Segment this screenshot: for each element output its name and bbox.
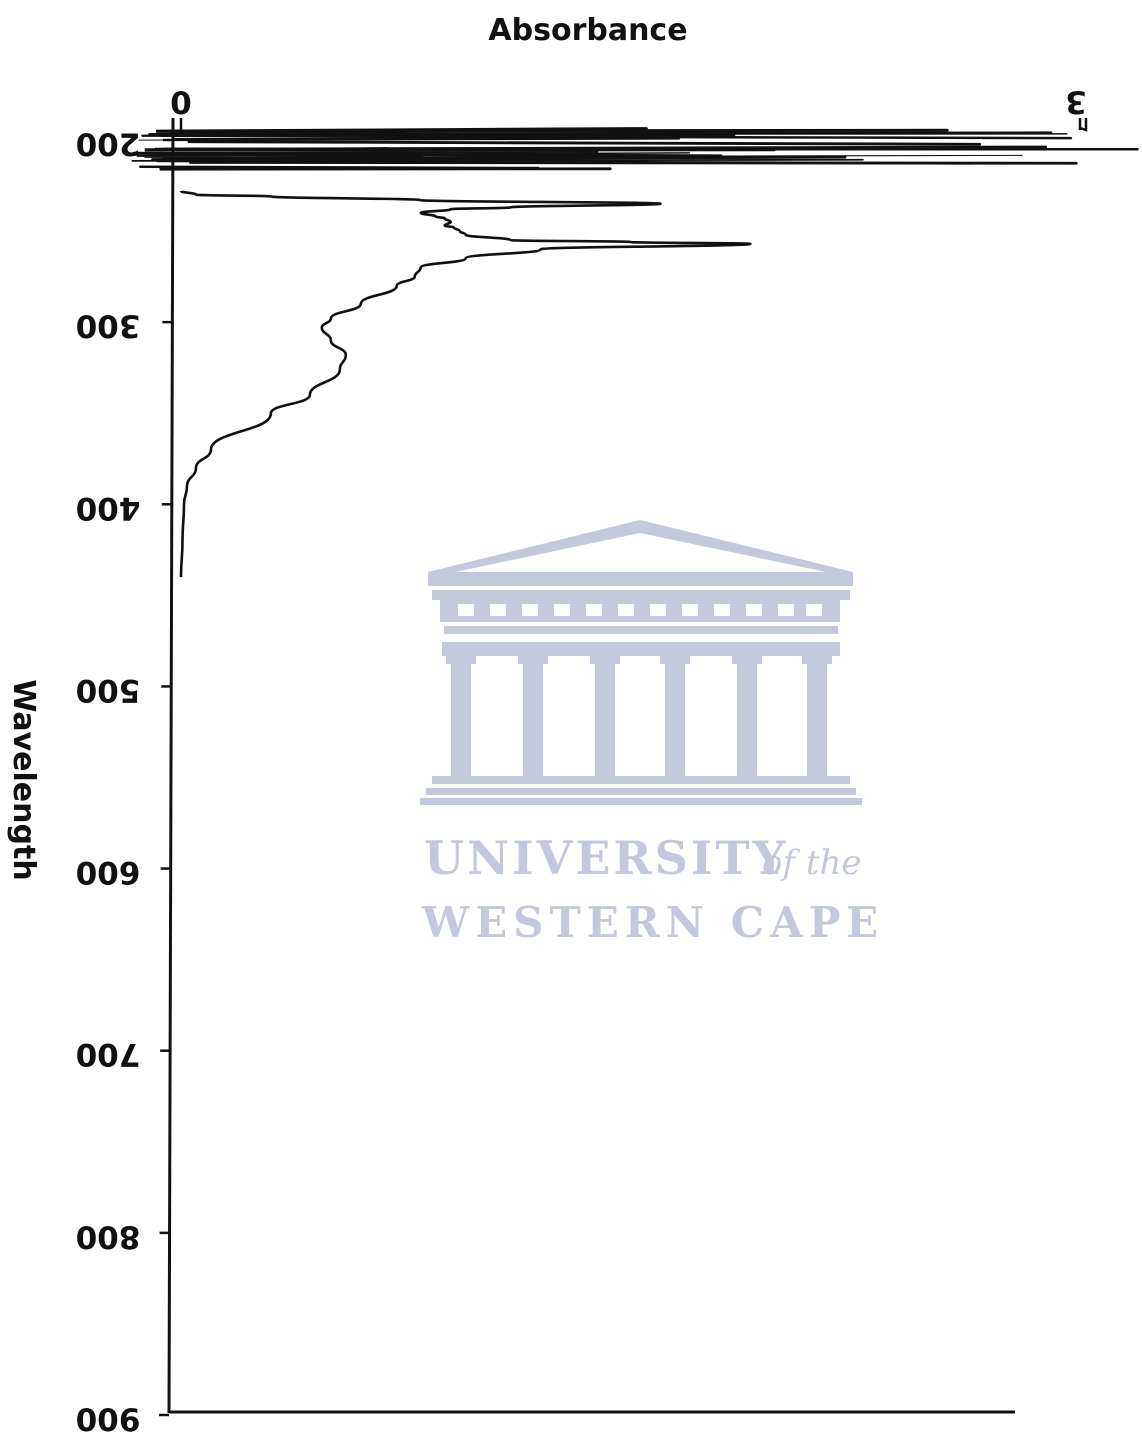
noise-spike: [163, 147, 449, 151]
noise-spike: [138, 137, 610, 141]
y-tick-label-300: 300: [76, 308, 141, 344]
university-watermark: UNIVERSITY of the WESTERN CAPE: [420, 520, 884, 947]
x-axis-title: Absorbance: [488, 13, 687, 48]
y-tick-label-500: 500: [76, 672, 141, 708]
noise-spike: [139, 165, 540, 170]
watermark-line1: UNIVERSITY: [424, 831, 788, 885]
noise-spike: [173, 128, 949, 133]
x-tick-label-0: 0: [170, 84, 192, 120]
y-tick-label-700: 700: [76, 1036, 141, 1072]
x-ticks-group: [179, 118, 1082, 130]
noise-spike: [159, 134, 1073, 140]
watermark-line2: WESTERN CAPE: [421, 898, 884, 947]
watermark-line1-suffix: of the: [762, 843, 862, 883]
x-axis-end-hook: [1079, 118, 1088, 132]
y-tick-label-400: 400: [76, 490, 141, 526]
y-axis-line: [167, 117, 175, 1414]
y-tick-labels-group: 200 300 400 500 600 700 800 900: [76, 126, 141, 1437]
noise-spike: [162, 156, 475, 159]
y-tick-label-200: 200: [76, 126, 141, 162]
x-tick-label-3: 3: [1065, 84, 1087, 120]
noise-spike: [156, 159, 972, 165]
noise-spike: [169, 152, 691, 156]
noise-spike: [151, 155, 847, 162]
y-axis-title: Wavelength: [6, 679, 41, 880]
y-tick-label-600: 600: [76, 854, 141, 890]
y-tick-label-800: 800: [76, 1218, 141, 1254]
building-logo-icon: [420, 520, 862, 805]
off-scale-noise-spikes: [131, 127, 1139, 171]
y-tick-label-900: 900: [76, 1401, 141, 1437]
noise-spike: [187, 140, 982, 146]
absorbance-spectrum-line: [179, 189, 752, 578]
noise-spike: [189, 132, 648, 135]
noise-spike: [176, 151, 599, 154]
